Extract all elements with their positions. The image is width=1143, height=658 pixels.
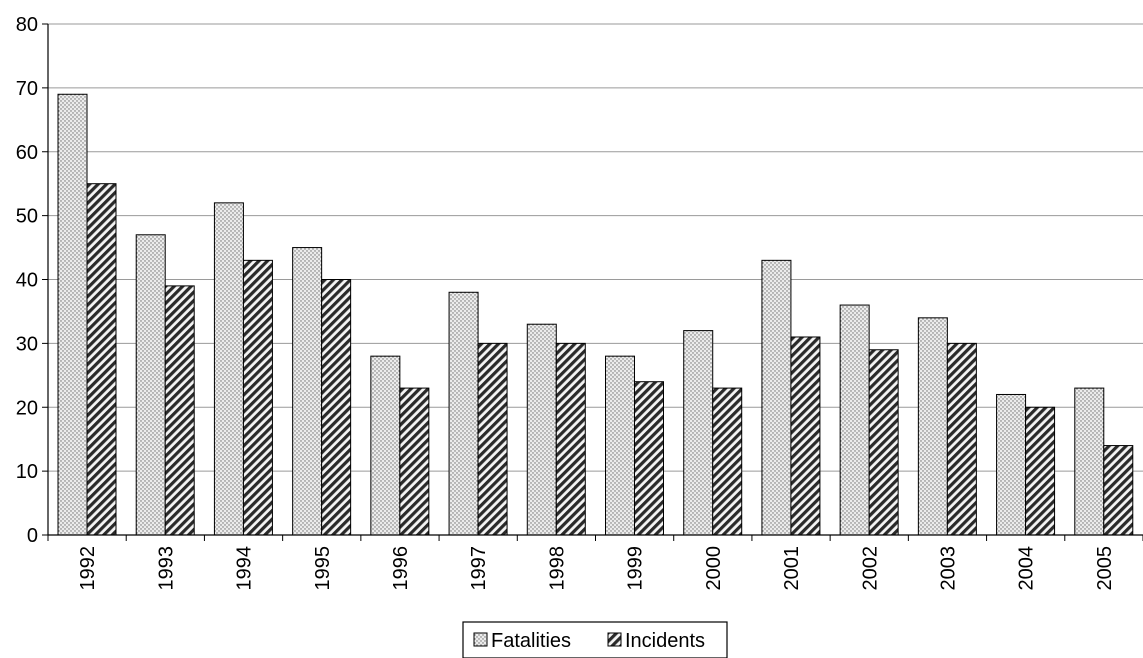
x-tick-label: 1997 (468, 546, 490, 591)
bar-incidents (86, 183, 117, 536)
bar-fatalities (448, 291, 479, 536)
x-tick-label: 1995 (312, 546, 334, 591)
legend-swatch-fatalities (473, 632, 488, 647)
bar-fatalities (605, 355, 635, 536)
x-tick-label: 2000 (703, 546, 725, 591)
bar-fatalities (57, 93, 88, 536)
y-tick-label: 50 (16, 206, 38, 228)
y-tick-label: 60 (16, 142, 38, 164)
x-axis-ticks: 1992 1993 1994 1995 1996 1997 1998 1999 2000 2001… (47, 535, 1143, 591)
bar-fatalities (213, 202, 244, 536)
bars (57, 93, 1134, 536)
legend-label-incidents: Incidents (625, 630, 705, 652)
bar-incidents (242, 259, 273, 536)
bar-incidents (946, 342, 977, 536)
x-tick-label: 2005 (1094, 546, 1116, 591)
x-tick-label: 2004 (1016, 546, 1038, 591)
bar-incidents (477, 342, 508, 536)
bar-incidents (634, 381, 664, 536)
bar-incidents (1103, 445, 1134, 536)
x-tick-label: 2001 (781, 546, 803, 591)
x-tick-label: 2002 (859, 546, 881, 591)
x-tick-label: 1999 (625, 546, 647, 591)
y-tick-label: 70 (16, 78, 38, 100)
bar-fatalities (292, 247, 323, 536)
y-tick-label: 0 (27, 525, 38, 547)
bar-incidents (321, 279, 352, 536)
bar-incidents (164, 285, 195, 536)
legend-box (462, 621, 728, 658)
x-tick-label: 1993 (155, 546, 177, 591)
bar-fatalities (683, 330, 714, 536)
bar-incidents (555, 342, 586, 536)
bar-fatalities (135, 234, 166, 536)
y-tick-label: 80 (16, 14, 38, 36)
bar-incidents (1025, 406, 1056, 536)
x-tick-label: 1992 (77, 546, 99, 591)
bar-incidents (790, 336, 821, 536)
gridlines (48, 23, 1143, 472)
y-tick-label: 20 (16, 397, 38, 419)
x-tick-label: 2003 (937, 546, 959, 591)
x-tick-label: 1998 (546, 546, 568, 591)
bar-incidents (399, 387, 430, 536)
legend: Fatalities Incidents (462, 621, 728, 658)
bar-incidents (712, 387, 743, 536)
bar-fatalities (1074, 387, 1105, 536)
bar-fatalities (370, 355, 401, 536)
x-tick-label: 1996 (390, 546, 412, 591)
legend-label-fatalities: Fatalities (491, 630, 571, 652)
y-tick-label: 30 (16, 333, 38, 355)
bar-fatalities (839, 304, 870, 536)
legend-swatch-incidents (607, 632, 622, 647)
bar-fatalities (996, 393, 1027, 536)
bar-fatalities (917, 317, 948, 536)
y-tick-label: 40 (16, 270, 38, 292)
y-axis-ticks: 0 10 20 30 40 50 60 70 80 (16, 14, 48, 547)
bar-incidents (868, 349, 899, 536)
bar-fatalities (761, 259, 792, 536)
x-tick-label: 1994 (234, 546, 256, 591)
y-tick-label: 10 (16, 461, 38, 483)
bar-fatalities (526, 323, 557, 536)
